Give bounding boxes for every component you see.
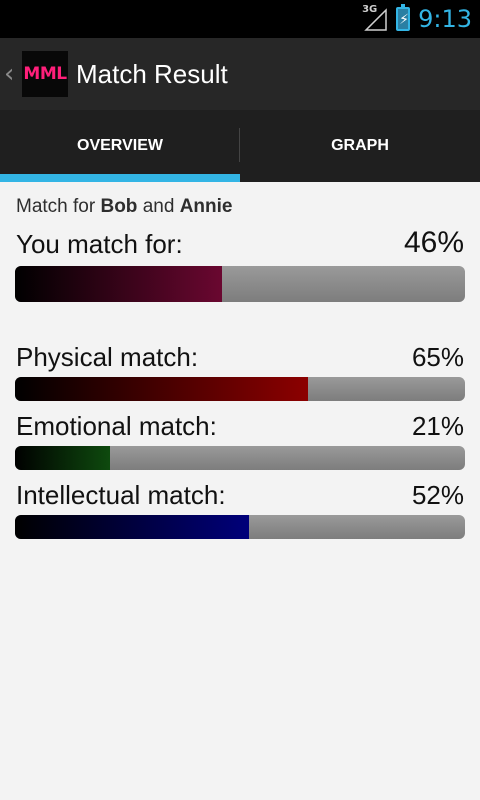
person1-name: Bob (100, 196, 137, 217)
tab-overview[interactable]: OVERVIEW (0, 110, 240, 182)
tab-divider (239, 128, 240, 162)
physical-match-fill (15, 377, 308, 401)
match-conjunction: and (143, 196, 175, 217)
match-heading: Match for Bob and Annie (16, 196, 232, 218)
tab-overview-label: OVERVIEW (77, 137, 163, 155)
physical-match-row: Physical match: 65% (16, 342, 464, 373)
match-prefix: Match for (16, 196, 95, 217)
intellectual-match-percent: 52% (412, 480, 464, 511)
overall-match-fill (15, 266, 222, 302)
action-bar: ‹ MML Match Result (0, 38, 480, 110)
status-bar: 3G ⚡ 9:13 (0, 0, 480, 38)
intellectual-match-bar (15, 515, 465, 539)
emotional-match-percent: 21% (412, 411, 464, 442)
person2-name: Annie (180, 196, 233, 217)
app-logo-text: MML (23, 64, 66, 84)
tab-bar: OVERVIEW GRAPH (0, 110, 480, 182)
signal-icon: 3G (362, 6, 388, 32)
physical-match-label: Physical match: (16, 342, 198, 373)
page-title: Match Result (76, 59, 228, 90)
tab-graph-label: GRAPH (331, 137, 389, 155)
physical-match-percent: 65% (412, 342, 464, 373)
up-navigation-icon[interactable]: ‹ (4, 59, 20, 89)
intellectual-match-fill (15, 515, 249, 539)
emotional-match-row: Emotional match: 21% (16, 411, 464, 442)
tab-selected-indicator (0, 174, 240, 182)
overall-match-bar (15, 266, 465, 302)
battery-charging-icon: ⚡ (396, 7, 410, 31)
overall-match-percent: 46% (404, 226, 464, 260)
intellectual-match-row: Intellectual match: 52% (16, 480, 464, 511)
tab-graph[interactable]: GRAPH (240, 110, 480, 182)
emotional-match-fill (15, 446, 110, 470)
overall-match-row: You match for: 46% (16, 226, 464, 260)
app-logo-icon[interactable]: MML (22, 51, 68, 97)
intellectual-match-label: Intellectual match: (16, 480, 226, 511)
status-icons: 3G ⚡ 9:13 (362, 0, 472, 38)
status-clock: 9:13 (418, 5, 472, 33)
emotional-match-label: Emotional match: (16, 411, 217, 442)
emotional-match-bar (15, 446, 465, 470)
overall-match-label: You match for: (16, 229, 183, 260)
physical-match-bar (15, 377, 465, 401)
